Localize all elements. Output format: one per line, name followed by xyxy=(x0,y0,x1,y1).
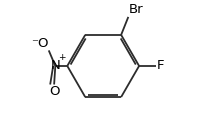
Text: +: + xyxy=(58,53,66,62)
Text: O: O xyxy=(50,85,60,98)
Text: F: F xyxy=(156,59,164,72)
Text: Br: Br xyxy=(129,3,144,16)
Text: N: N xyxy=(50,59,60,72)
Text: ⁻O: ⁻O xyxy=(31,37,48,50)
